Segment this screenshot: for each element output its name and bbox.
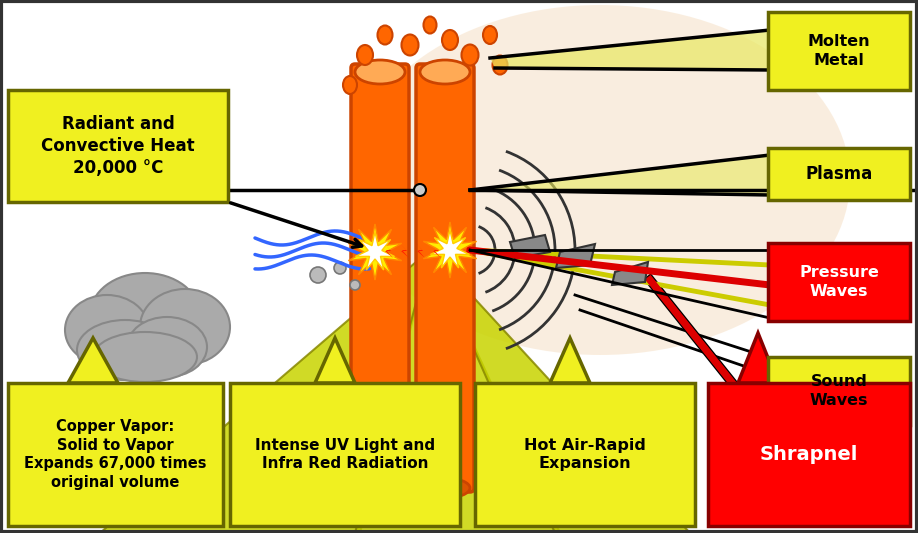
Ellipse shape [377,26,393,44]
Polygon shape [556,244,595,268]
Polygon shape [68,338,118,383]
Polygon shape [355,250,560,533]
Ellipse shape [483,26,497,44]
FancyBboxPatch shape [351,64,409,492]
FancyBboxPatch shape [768,148,910,200]
Polygon shape [470,155,770,195]
Polygon shape [423,222,476,278]
Polygon shape [348,224,402,280]
FancyBboxPatch shape [768,243,910,321]
Ellipse shape [423,17,436,34]
FancyBboxPatch shape [768,12,910,90]
Text: Hot Air-Rapid
Expansion: Hot Air-Rapid Expansion [524,438,646,471]
Text: Shrapnel: Shrapnel [760,445,858,464]
FancyBboxPatch shape [768,357,910,425]
Polygon shape [612,262,648,285]
Ellipse shape [420,60,470,84]
Ellipse shape [65,295,149,365]
Ellipse shape [462,44,478,66]
Ellipse shape [357,45,373,65]
Ellipse shape [442,30,458,50]
Text: Pressure
Waves: Pressure Waves [799,265,879,299]
Ellipse shape [90,273,200,357]
Ellipse shape [77,320,173,380]
Text: Radiant and
Convective Heat
20,000 °C: Radiant and Convective Heat 20,000 °C [41,115,195,177]
Polygon shape [415,242,425,258]
Polygon shape [431,242,441,258]
Text: Intense UV Light and
Infra Red Radiation: Intense UV Light and Infra Red Radiation [255,438,435,471]
Polygon shape [430,250,690,533]
Circle shape [310,267,326,283]
Ellipse shape [350,5,850,355]
FancyBboxPatch shape [8,90,228,202]
Ellipse shape [355,478,405,498]
Ellipse shape [420,478,470,498]
Polygon shape [738,333,778,383]
Ellipse shape [355,60,405,84]
Ellipse shape [343,76,357,94]
Polygon shape [100,250,430,533]
Ellipse shape [140,289,230,365]
Polygon shape [355,232,395,270]
FancyBboxPatch shape [416,64,474,492]
Ellipse shape [93,332,197,382]
Circle shape [350,280,360,290]
Polygon shape [383,242,393,258]
Ellipse shape [492,55,508,75]
Polygon shape [431,230,469,268]
FancyBboxPatch shape [230,383,460,526]
FancyBboxPatch shape [708,383,910,526]
Polygon shape [399,242,409,258]
Ellipse shape [401,35,419,55]
Text: Plasma: Plasma [805,165,873,183]
Polygon shape [490,30,770,70]
Polygon shape [550,338,590,383]
Text: Copper Vapor:
Solid to Vapor
Expands 67,000 times
original volume: Copper Vapor: Solid to Vapor Expands 67,… [24,419,207,490]
Text: Molten
Metal: Molten Metal [808,34,870,68]
Text: Sound
Waves: Sound Waves [810,374,868,408]
Ellipse shape [127,317,207,377]
Polygon shape [315,338,355,383]
Polygon shape [510,235,550,258]
FancyBboxPatch shape [8,383,223,526]
Circle shape [334,262,346,274]
FancyBboxPatch shape [475,383,695,526]
Circle shape [414,184,426,196]
